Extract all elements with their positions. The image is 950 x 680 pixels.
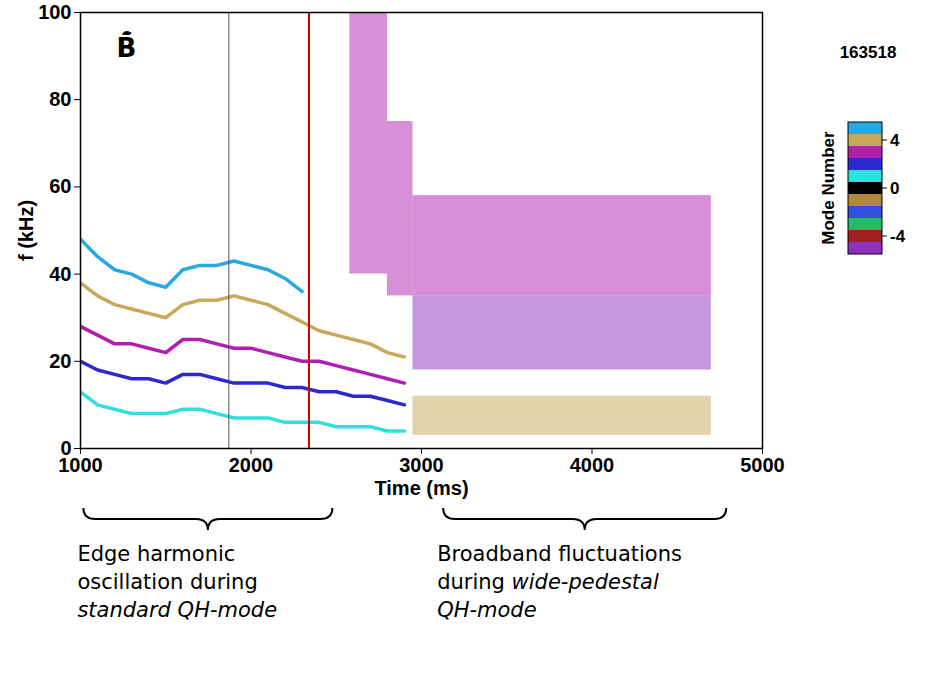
svg-text:5000: 5000 xyxy=(740,454,785,476)
svg-text:100: 100 xyxy=(38,1,71,23)
svg-text:20: 20 xyxy=(49,350,71,372)
svg-text:f (kHz): f (kHz) xyxy=(15,200,37,261)
svg-text:80: 80 xyxy=(49,88,71,110)
svg-text:4000: 4000 xyxy=(570,454,615,476)
html-text:during wide-pedestal: during wide-pedestal xyxy=(437,570,659,594)
html-text:Broadband fluctuations: Broadband fluctuations xyxy=(437,542,682,566)
svg-text:40: 40 xyxy=(49,263,71,285)
html-text:oscillation during: oscillation during xyxy=(77,570,258,594)
svg-text:60: 60 xyxy=(49,175,71,197)
html-text:QH-mode: QH-mode xyxy=(437,598,537,622)
svg-text:163518: 163518 xyxy=(840,43,897,62)
svg-text:-4: -4 xyxy=(890,227,906,246)
html-text:Edge harmonic: Edge harmonic xyxy=(77,542,236,566)
svg-text:3000: 3000 xyxy=(399,454,444,476)
svg-text:0: 0 xyxy=(890,179,899,198)
svg-text:Mode Number: Mode Number xyxy=(819,131,838,245)
svg-text:B̃̇: B̃̇ xyxy=(117,31,137,63)
svg-text:1000: 1000 xyxy=(58,454,103,476)
html-text:standard QH-mode: standard QH-mode xyxy=(77,598,278,622)
svg-text:2000: 2000 xyxy=(229,454,274,476)
svg-text:Time (ms): Time (ms) xyxy=(374,477,468,499)
svg-text:4: 4 xyxy=(890,131,900,150)
svg-text:0: 0 xyxy=(60,436,72,459)
